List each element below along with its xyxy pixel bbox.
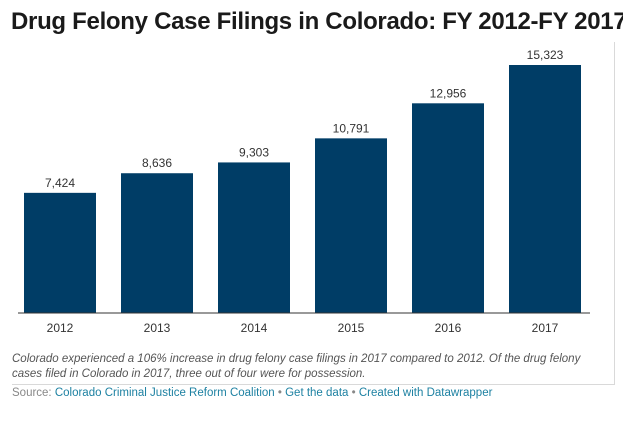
- bar-chart: 7,424 8,636 9,303 10,791 12,956 15,323 2012 20…: [18, 48, 590, 335]
- value-label-2014: 9,303: [239, 145, 269, 159]
- value-label-2013: 8,636: [142, 156, 172, 170]
- bar-2015: [315, 138, 387, 313]
- x-tick-label-2015: 2015: [338, 321, 365, 335]
- chart-title: Drug Felony Case Filings in Colorado: FY…: [11, 8, 623, 35]
- source-link-coalition[interactable]: Colorado Criminal Justice Reform Coaliti…: [54, 387, 275, 399]
- value-label-2016: 12,956: [430, 86, 467, 100]
- x-tick-label-2012: 2012: [47, 321, 74, 335]
- bar-2012: [24, 192, 96, 313]
- x-tick-label-2016: 2016: [435, 321, 462, 335]
- bar-2016: [412, 103, 484, 313]
- chart-frame: [12, 42, 615, 385]
- x-tick-label-2013: 2013: [144, 321, 171, 335]
- bar-2013: [121, 173, 193, 313]
- get-the-data-link[interactable]: Get the data: [285, 387, 349, 399]
- source-separator: •: [274, 387, 286, 399]
- x-tick-label-2014: 2014: [241, 321, 268, 335]
- source-line: Source: Colorado Criminal Justice Reform…: [12, 387, 492, 399]
- value-label-2012: 7,424: [45, 176, 75, 190]
- chart-caption: Colorado experienced a 106% increase in …: [12, 353, 581, 380]
- source-prefix: Source:: [12, 387, 55, 399]
- bar-2014: [218, 162, 290, 313]
- created-with-datawrapper-link[interactable]: Created with Datawrapper: [358, 387, 493, 399]
- x-tick-label-2017: 2017: [532, 321, 559, 335]
- value-label-2015: 10,791: [333, 121, 370, 135]
- value-label-2017: 15,323: [527, 48, 564, 62]
- bar-2017: [509, 65, 581, 313]
- source-separator: •: [348, 387, 359, 399]
